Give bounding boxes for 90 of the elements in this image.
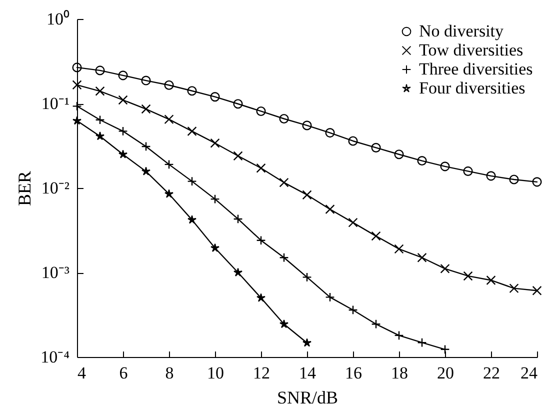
point <box>72 62 82 72</box>
x-tick-label: 18 <box>391 364 408 382</box>
point <box>164 80 174 90</box>
point <box>371 319 381 329</box>
point <box>348 305 358 315</box>
point <box>486 275 496 286</box>
point <box>187 126 197 136</box>
point <box>279 178 289 188</box>
point <box>233 151 243 161</box>
point <box>210 194 220 204</box>
point <box>141 166 151 176</box>
point <box>394 150 404 160</box>
point <box>187 86 197 96</box>
point <box>302 338 312 347</box>
point <box>509 174 519 184</box>
x-tick-label: 22 <box>483 364 500 382</box>
point <box>348 218 358 228</box>
point <box>509 284 519 294</box>
legend-label: No diversity <box>419 22 504 40</box>
point <box>118 95 128 105</box>
legend-label: Tow diversities <box>419 40 524 60</box>
point <box>394 244 404 254</box>
x-tick-label: 6 <box>119 364 128 382</box>
point <box>141 104 151 114</box>
y-tick-label: 10⁰ <box>46 10 70 28</box>
legend-label: Three diversities <box>419 60 533 78</box>
point <box>141 76 151 86</box>
point <box>279 252 289 262</box>
x-tick-label: 14 <box>299 364 316 382</box>
point <box>72 80 82 90</box>
point <box>440 162 450 172</box>
x-tick-label: 10 <box>207 364 224 382</box>
point <box>72 116 82 125</box>
y-tick-label: 10⁻³ <box>41 263 70 282</box>
point <box>532 177 542 187</box>
point <box>302 190 312 200</box>
point <box>417 252 427 262</box>
point <box>256 236 266 246</box>
point <box>210 243 220 252</box>
x-tick-label: 24 <box>520 364 538 382</box>
point <box>532 286 542 296</box>
point <box>371 142 381 152</box>
x-axis-title: SNR/dB <box>276 388 338 408</box>
point <box>256 293 266 302</box>
point <box>141 142 151 152</box>
x-tick-label: 8 <box>165 364 174 382</box>
x-tick-label: 16 <box>345 364 362 382</box>
point <box>325 292 335 302</box>
point <box>187 176 197 186</box>
point <box>187 215 197 224</box>
point <box>302 120 312 130</box>
y-tick-label: 10⁻² <box>41 178 70 198</box>
x-tick-label: 4 <box>78 364 86 382</box>
x-tick-label: 12 <box>253 364 270 382</box>
point <box>233 268 243 276</box>
point <box>325 128 335 138</box>
point <box>440 264 450 274</box>
y-axis-title: BER <box>14 170 35 206</box>
y-tick-label: 10⁻⁴ <box>40 348 70 366</box>
point <box>256 163 266 173</box>
legend-label: Four diversities <box>419 78 526 98</box>
point <box>95 66 105 76</box>
point <box>233 214 243 224</box>
y-tick-label: 10⁻¹ <box>41 94 70 113</box>
point <box>279 114 289 124</box>
point <box>210 138 220 148</box>
point <box>486 171 496 181</box>
point <box>325 204 335 214</box>
point <box>118 126 128 136</box>
point <box>302 272 312 282</box>
point <box>256 106 266 116</box>
point <box>164 114 174 124</box>
point <box>95 115 105 125</box>
point <box>233 99 243 109</box>
point <box>394 330 404 340</box>
point <box>417 338 427 348</box>
point <box>463 166 473 176</box>
point <box>417 156 427 166</box>
point <box>210 92 220 102</box>
point <box>164 189 174 198</box>
point <box>164 160 174 170</box>
point <box>463 271 473 281</box>
point <box>371 231 381 241</box>
point <box>118 70 128 80</box>
x-tick-label: 20 <box>437 364 454 382</box>
point <box>348 136 358 146</box>
point <box>118 150 128 158</box>
point <box>95 86 105 96</box>
point <box>279 319 289 328</box>
point <box>95 131 105 140</box>
